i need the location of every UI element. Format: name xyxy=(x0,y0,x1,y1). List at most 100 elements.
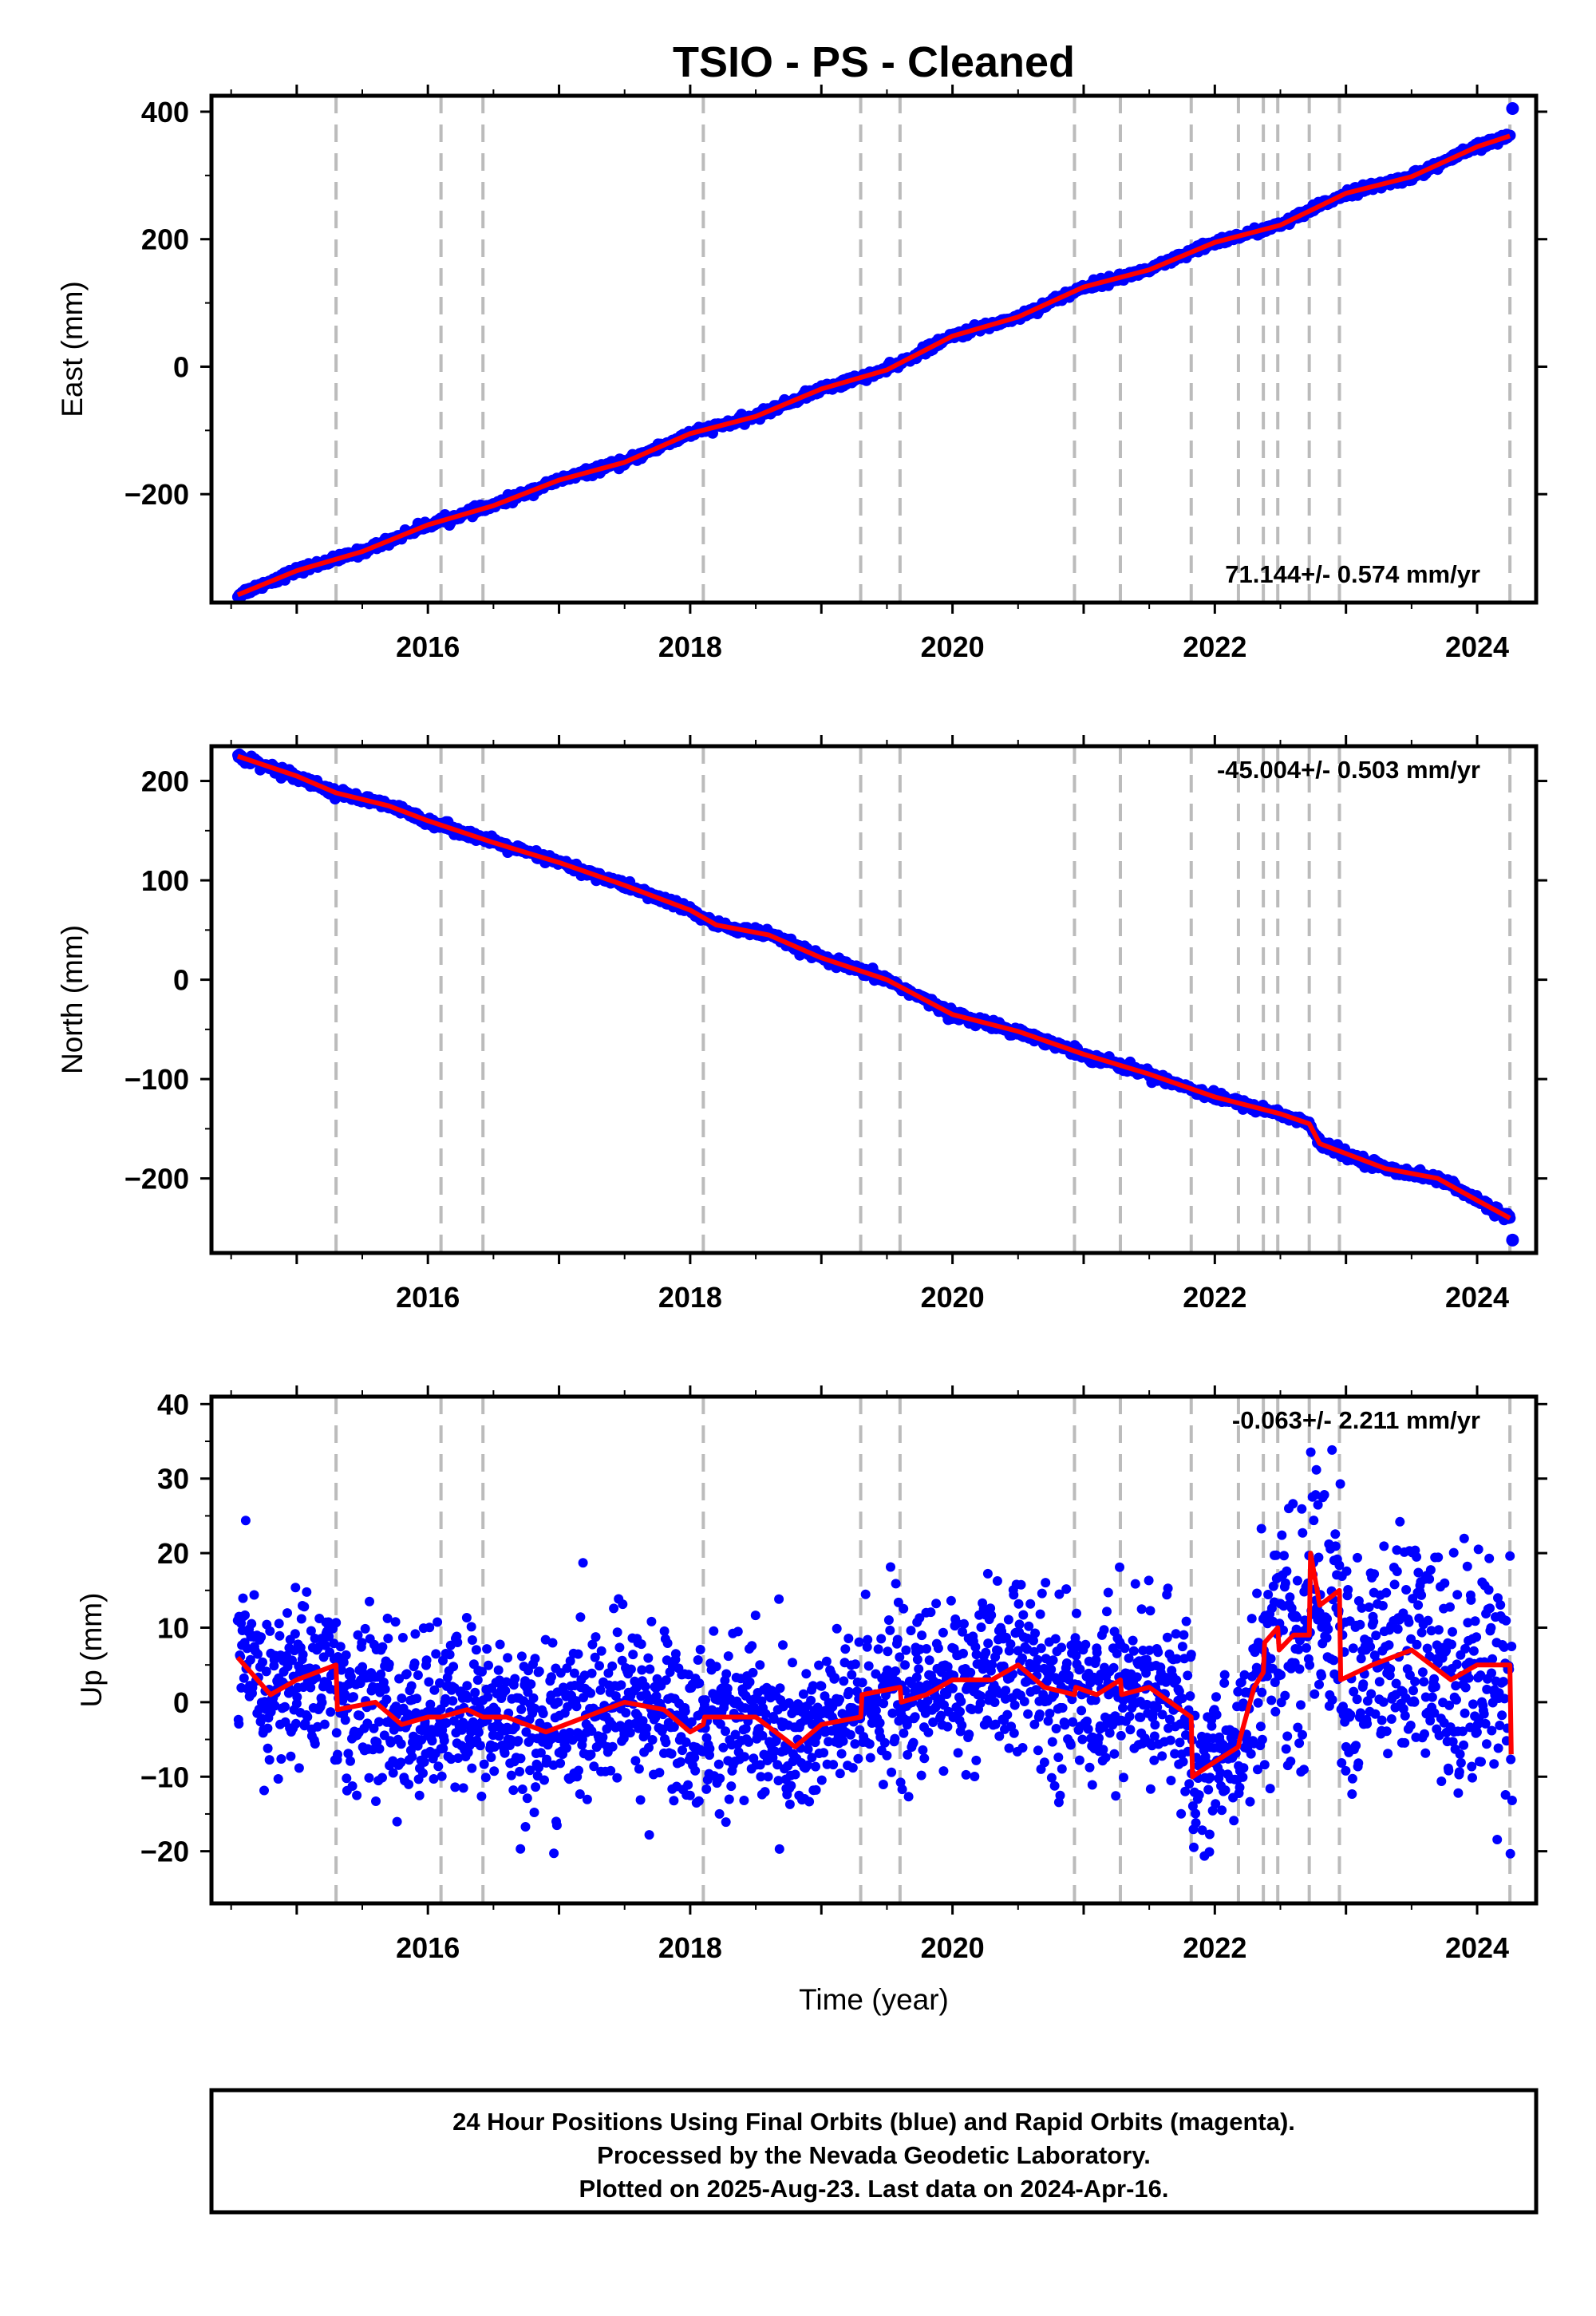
data-point xyxy=(522,1793,532,1804)
data-point xyxy=(647,1735,658,1745)
data-point xyxy=(1294,1644,1304,1654)
data-point xyxy=(1295,1635,1305,1646)
data-point xyxy=(723,1651,733,1662)
data-point xyxy=(739,1796,749,1805)
data-point xyxy=(441,1718,452,1728)
data-point xyxy=(773,1776,784,1786)
data-point xyxy=(1024,1621,1034,1631)
data-point xyxy=(830,1673,840,1683)
data-point xyxy=(912,1654,922,1665)
data-point xyxy=(1256,1524,1266,1534)
data-point xyxy=(975,1691,986,1701)
data-point xyxy=(607,1661,618,1671)
data-point xyxy=(1157,1751,1167,1761)
data-point xyxy=(1014,1619,1025,1630)
data-point xyxy=(711,1662,721,1672)
data-point xyxy=(312,1721,322,1732)
data-point xyxy=(493,1665,504,1675)
data-point xyxy=(628,1650,638,1660)
data-point xyxy=(891,1579,901,1589)
data-point xyxy=(1013,1599,1024,1609)
data-point xyxy=(483,1692,493,1702)
data-point xyxy=(276,1754,286,1764)
x-tick-label: 2016 xyxy=(396,1281,460,1314)
data-point xyxy=(843,1634,854,1643)
data-point xyxy=(489,1766,500,1777)
data-point xyxy=(946,1595,956,1606)
data-point xyxy=(1277,1530,1287,1540)
data-point xyxy=(538,1709,548,1718)
data-point xyxy=(574,1765,583,1776)
data-point xyxy=(863,1634,873,1645)
data-point xyxy=(242,1643,252,1654)
data-point xyxy=(290,1583,301,1593)
data-point xyxy=(1186,1650,1196,1660)
data-point xyxy=(1033,1745,1043,1756)
data-point xyxy=(382,1613,393,1623)
data-point xyxy=(1035,1609,1045,1619)
data-point xyxy=(891,1666,901,1676)
data-point xyxy=(651,1691,662,1701)
data-point xyxy=(1051,1724,1061,1733)
data-point xyxy=(971,1650,982,1660)
data-point xyxy=(730,1729,741,1740)
data-point xyxy=(1019,1697,1029,1706)
data-point xyxy=(836,1749,847,1759)
data-point xyxy=(319,1719,330,1729)
data-point xyxy=(448,1662,459,1672)
data-point xyxy=(376,1669,386,1679)
data-point xyxy=(625,1728,635,1738)
data-point xyxy=(745,1677,755,1687)
x-tick-label: 2020 xyxy=(921,1281,985,1314)
data-point xyxy=(324,1631,334,1642)
data-point xyxy=(1177,1642,1187,1652)
data-point xyxy=(1219,1670,1230,1680)
data-point xyxy=(1166,1776,1176,1785)
data-point xyxy=(437,1771,447,1781)
data-point xyxy=(290,1629,300,1639)
data-point xyxy=(296,1614,306,1624)
data-point xyxy=(388,1768,398,1778)
data-point xyxy=(918,1745,928,1755)
data-point xyxy=(1229,1816,1239,1826)
data-point xyxy=(774,1844,784,1854)
data-point xyxy=(1236,1677,1246,1687)
data-point xyxy=(1109,1749,1120,1759)
data-point xyxy=(1150,1720,1160,1730)
data-point xyxy=(421,1655,432,1666)
data-point xyxy=(587,1668,597,1678)
data-point xyxy=(690,1765,701,1776)
data-point xyxy=(1090,1695,1100,1705)
data-point xyxy=(701,1695,711,1705)
data-point xyxy=(1178,1757,1188,1767)
data-point xyxy=(1233,1686,1243,1697)
y-tick-label: −100 xyxy=(124,1063,189,1096)
data-point xyxy=(1506,1233,1519,1247)
data-point xyxy=(756,1772,766,1782)
data-point xyxy=(1281,1744,1291,1754)
data-point xyxy=(381,1694,392,1705)
data-point xyxy=(530,1703,540,1713)
data-point xyxy=(397,1633,408,1642)
data-point xyxy=(500,1686,511,1696)
data-point xyxy=(983,1638,994,1649)
data-point xyxy=(1118,1703,1128,1713)
data-point xyxy=(634,1764,644,1774)
data-point xyxy=(843,1686,854,1697)
data-point xyxy=(503,1653,513,1663)
data-point xyxy=(397,1694,407,1703)
data-point xyxy=(938,1627,948,1638)
data-point xyxy=(357,1638,367,1648)
plot-area xyxy=(232,746,1519,1253)
data-point xyxy=(1252,1588,1262,1599)
data-point xyxy=(425,1699,436,1709)
data-point xyxy=(406,1681,417,1691)
data-point xyxy=(282,1608,292,1618)
x-tick-label: 2024 xyxy=(1445,630,1509,663)
data-point xyxy=(760,1787,770,1797)
data-point xyxy=(1017,1743,1028,1753)
data-point xyxy=(970,1772,980,1781)
data-point xyxy=(412,1694,422,1704)
data-point xyxy=(1116,1730,1126,1741)
data-point xyxy=(959,1618,969,1629)
